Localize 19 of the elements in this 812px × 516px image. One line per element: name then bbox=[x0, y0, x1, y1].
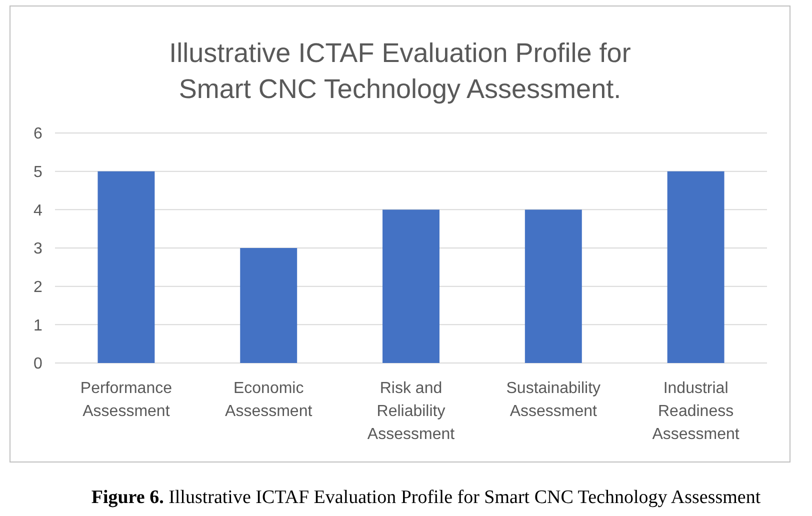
bar bbox=[667, 171, 724, 363]
y-tick-label: 2 bbox=[34, 278, 43, 296]
bar bbox=[240, 248, 298, 363]
y-tick-label: 4 bbox=[34, 202, 43, 220]
y-tick-label: 6 bbox=[34, 126, 43, 143]
x-tick-label: Sustainability Assessment bbox=[506, 380, 601, 420]
chart-title: Illustrative ICTAF Evaluation Profile for Smart CNC Technology Assessment. bbox=[169, 38, 631, 104]
y-tick-label: 3 bbox=[34, 240, 43, 258]
x-tick-label: Risk and Reliability Assessment bbox=[367, 380, 456, 443]
x-tick-label: Industrial Readiness Assessment bbox=[652, 380, 740, 443]
y-tick-label: 1 bbox=[34, 317, 43, 334]
caption: Figure 6. Illustrative ICTAF Evaluation Profile for Smart CNC Technology Assessment bbox=[91, 487, 762, 508]
x-tick-label: Economic Assessment bbox=[225, 380, 313, 420]
y-tick-label: 0 bbox=[34, 356, 43, 373]
bar bbox=[524, 210, 582, 363]
y-tick-label: 5 bbox=[34, 164, 43, 181]
bar bbox=[382, 210, 440, 363]
x-tick-label: Performance Assessment bbox=[80, 380, 172, 420]
bar bbox=[98, 171, 155, 363]
